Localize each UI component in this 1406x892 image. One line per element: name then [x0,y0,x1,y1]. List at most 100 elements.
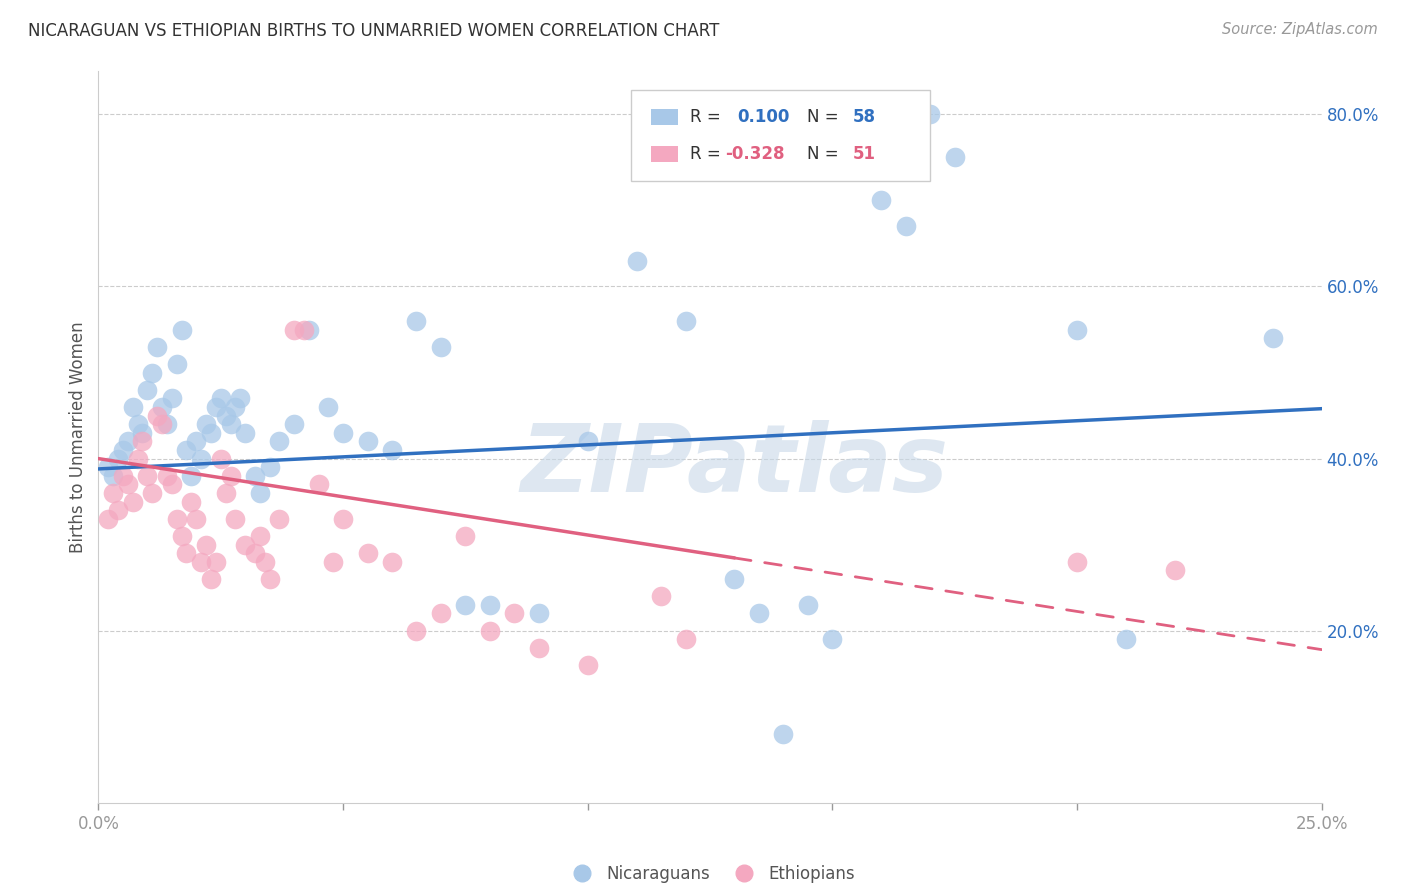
Point [269,434,291,449]
Point [430,340,453,354]
Point [117,477,139,491]
Point [107,451,129,466]
Point [176,546,198,560]
Text: N =: N = [807,145,838,163]
Y-axis label: Births to Unmarried Women: Births to Unmarried Women [69,321,87,553]
Point [430,607,453,621]
Point [283,322,305,336]
Point [136,383,159,397]
Point [205,555,228,569]
Point [170,529,193,543]
Point [322,555,344,569]
Point [131,434,153,449]
Point [205,400,228,414]
Point [156,417,179,432]
Point [195,538,218,552]
Point [1115,632,1137,647]
Text: 0.100: 0.100 [737,108,789,126]
Text: Source: ZipAtlas.com: Source: ZipAtlas.com [1222,22,1378,37]
Point [894,219,917,234]
Point [195,417,218,432]
Point [111,442,134,457]
Point [141,486,163,500]
Point [97,512,120,526]
Text: -0.328: -0.328 [724,145,785,163]
Text: 51: 51 [853,145,876,163]
Point [1066,555,1088,569]
Point [111,468,134,483]
Point [405,624,427,638]
Point [117,434,139,449]
Point [214,409,236,423]
Point [190,451,212,466]
Legend: Nicaraguans, Ethiopians: Nicaraguans, Ethiopians [558,858,862,889]
Point [283,417,305,432]
Text: NICARAGUAN VS ETHIOPIAN BIRTHS TO UNMARRIED WOMEN CORRELATION CHART: NICARAGUAN VS ETHIOPIAN BIRTHS TO UNMARR… [28,22,720,40]
Point [478,598,501,612]
Point [170,322,193,336]
Point [797,598,820,612]
Point [259,572,281,586]
Point [675,632,697,647]
Point [650,589,672,603]
Point [166,357,188,371]
FancyBboxPatch shape [630,90,931,181]
Point [160,477,183,491]
Point [166,512,188,526]
Point [821,632,844,647]
Point [381,442,404,457]
Point [723,572,745,586]
Point [259,460,281,475]
Point [292,322,315,336]
Point [186,434,208,449]
Bar [651,145,678,162]
Point [176,442,198,457]
Text: R =: R = [690,145,721,163]
Point [146,340,169,354]
Point [200,425,222,440]
Point [186,512,208,526]
Text: ZIPatlas: ZIPatlas [520,420,949,512]
Point [156,468,179,483]
Point [101,486,124,500]
Point [1261,331,1284,345]
Point [675,314,697,328]
Point [454,598,477,612]
Point [121,494,143,508]
Point [249,486,271,500]
Point [224,512,246,526]
Point [308,477,330,491]
Point [127,451,149,466]
Point [269,512,291,526]
Point [870,194,893,208]
Point [318,400,340,414]
Point [150,400,173,414]
Point [180,468,202,483]
Point [146,409,169,423]
Point [298,322,321,336]
Point [381,555,404,569]
Point [160,392,183,406]
Point [772,727,794,741]
Text: 58: 58 [853,108,876,126]
Point [626,253,648,268]
Point [107,503,129,517]
Point [136,468,159,483]
Point [190,555,212,569]
Point [150,417,173,432]
Point [943,150,966,164]
Point [141,366,163,380]
Point [219,417,242,432]
Point [332,425,354,440]
Point [1164,564,1187,578]
Point [332,512,354,526]
Point [478,624,501,638]
Point [180,494,202,508]
Point [1066,322,1088,336]
Point [131,425,153,440]
Point [748,607,770,621]
Point [101,468,124,483]
Point [920,107,942,121]
Point [121,400,143,414]
Point [249,529,271,543]
